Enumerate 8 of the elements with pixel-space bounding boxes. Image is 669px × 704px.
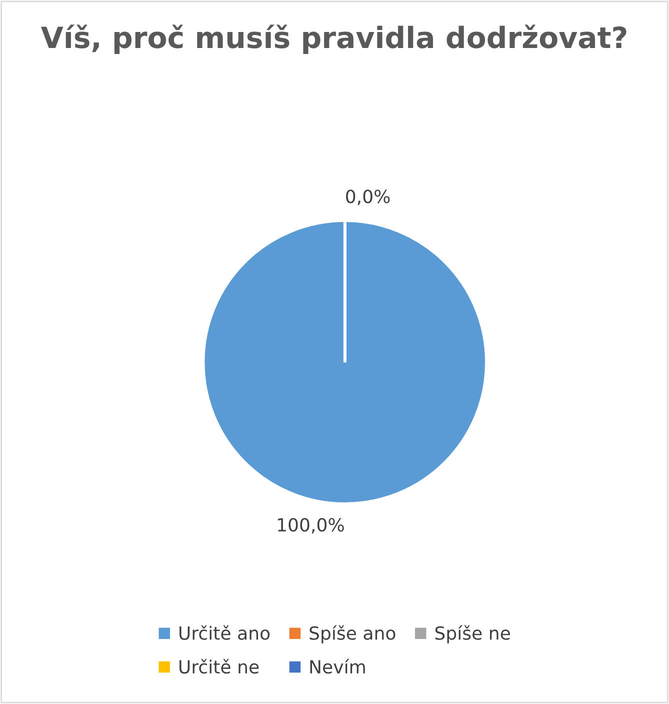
legend-label: Určitě ano	[180, 625, 270, 640]
legend-label: Nevím	[310, 658, 365, 674]
data-label: 100,0%	[278, 518, 344, 534]
legend-label: Určitě ne	[180, 658, 259, 674]
text: 0,0%	[346, 190, 390, 206]
chart-title: Víš, proč musíš pravidla dodržovat?	[40, 24, 626, 54]
legend-label: Spíše ne	[435, 625, 510, 644]
legend-label: Spíše ano	[310, 625, 396, 644]
